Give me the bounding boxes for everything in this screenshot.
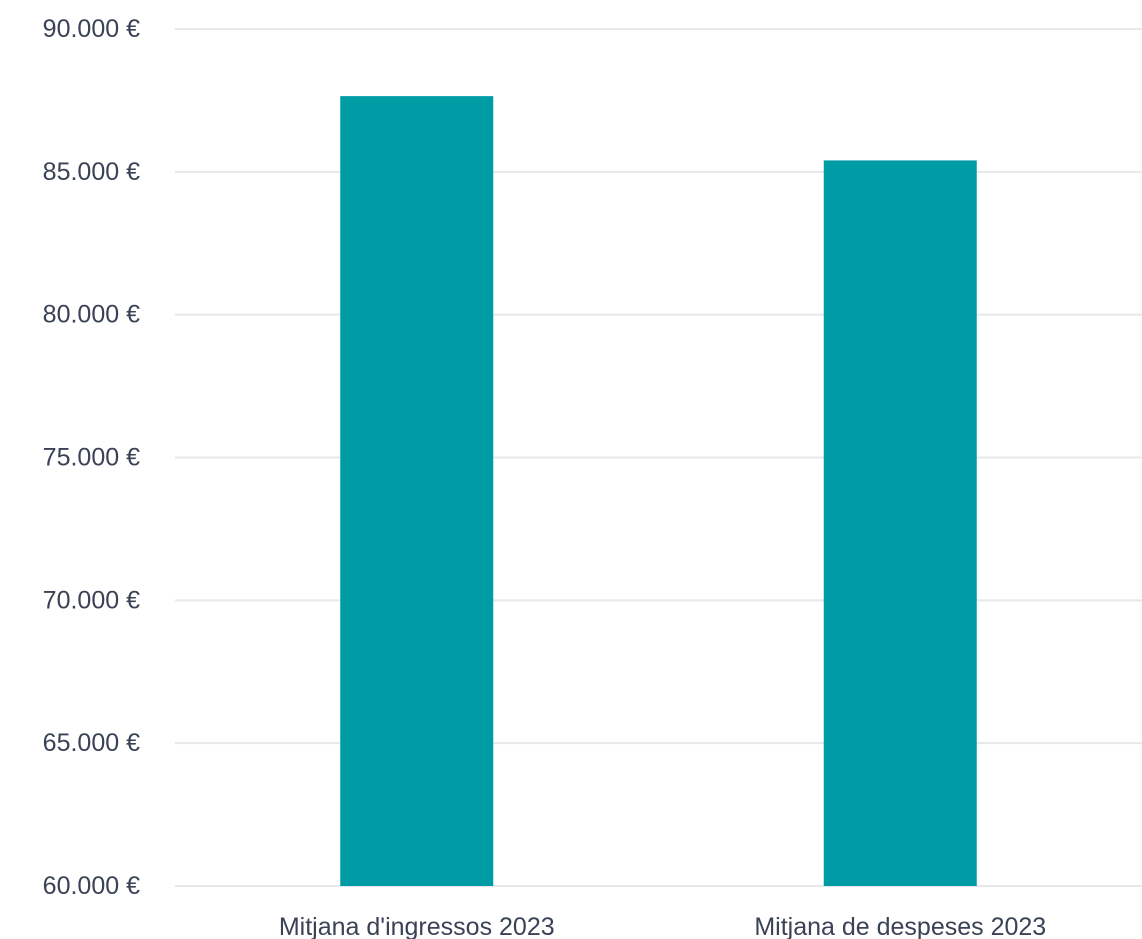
y-tick-label: 65.000 € [43,729,140,757]
bars [340,96,977,887]
y-tick-label: 85.000 € [43,158,140,186]
x-axis-category-labels: Mitjana d'ingressos 2023 Mitjana de despe… [279,913,1046,939]
y-axis-tick-labels: 60.000 € 65.000 € 70.000 € 75.000 € 80.000 €… [43,15,140,900]
x-category-label: Mitjana de despeses 2023 [754,913,1046,939]
gridlines [175,28,1142,887]
y-tick-label: 80.000 € [43,301,140,329]
y-tick-label: 75.000 € [43,444,140,472]
bar[interactable] [340,96,494,887]
y-tick-label: 90.000 € [43,15,140,43]
x-category-label: Mitjana d'ingressos 2023 [279,913,555,939]
y-tick-label: 70.000 € [43,586,140,614]
bar[interactable] [823,160,977,886]
y-tick-label: 60.000 € [43,872,140,900]
